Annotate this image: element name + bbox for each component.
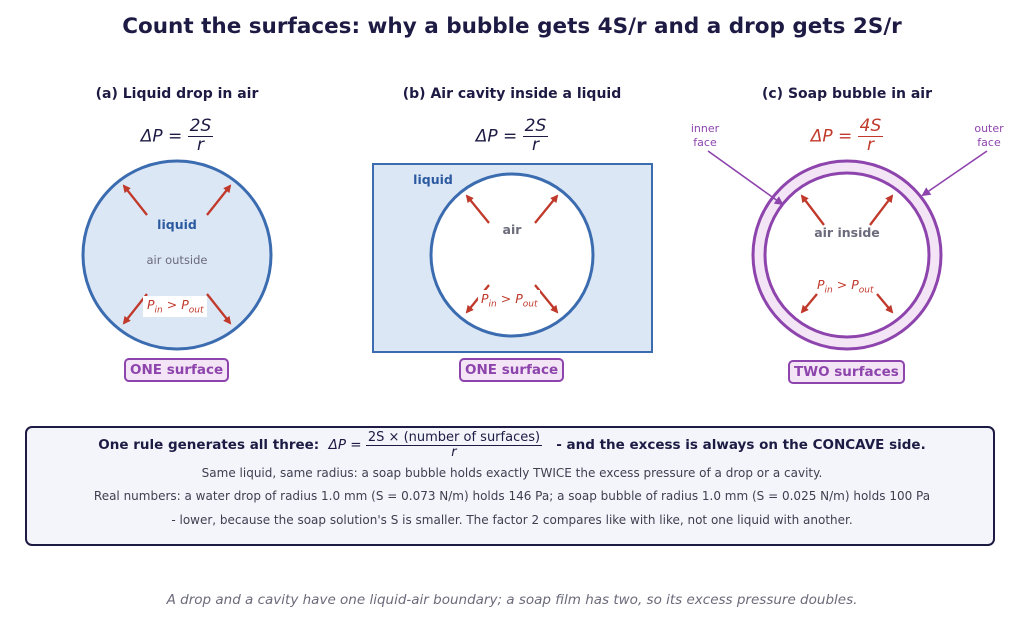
rule-box-line-1: Same liquid, same radius: a soap bubble … [201,466,823,480]
outer-face-label: outer face [959,122,1019,151]
drop-circle [81,159,273,351]
p-symbol: P [147,297,155,312]
panel-b-pressure-label: Pin > Pout [478,290,541,311]
p-symbol: P [481,291,489,306]
pressure-arrows-a [122,184,232,325]
p-in-subscript: in [824,285,833,296]
formula-lhs: ΔP = [810,126,858,147]
panel-c-formula: ΔP = 4S r [747,116,947,155]
panel-c-pressure-label: Pin > Pout [815,276,875,297]
rule-lead: One rule generates all three: [98,437,320,454]
inner-face-label: inner face [675,122,735,151]
face-pointer-arrows [707,150,988,206]
rule-box [25,426,995,546]
cavity-circle [429,172,595,338]
panel-a-title: (a) Liquid drop in air [95,86,259,102]
p-in-subscript: in [488,299,497,310]
panel-a-formula: ΔP = 2S r [77,116,277,155]
panel-c-badge: TWO surfaces [788,360,905,384]
panel-b-title: (b) Air cavity inside a liquid [402,86,622,102]
rule-box-line-2: Real numbers: a water drop of radius 1.0… [93,489,931,503]
formula-fraction: 2S r [187,116,214,155]
rule-formula-fraction: 2S × (number of surfaces) r [365,430,543,460]
panel-a-pressure-label: Pin > Pout [143,296,208,317]
bubble-inner-surface [763,171,931,339]
formula-denominator: r [531,134,539,155]
formula-fraction: 2S r [522,116,549,155]
outer-face-line1: outer [974,122,1004,135]
formula-numerator: 4S [857,116,884,137]
gt-symbol: > [832,277,852,292]
formula-denominator: r [866,134,874,155]
p-symbol: P [817,277,825,292]
pressure-arrows-c [800,194,894,314]
page-title: Count the surfaces: why a bubble gets 4S… [122,14,902,39]
panel-b-outer-label: liquid [413,172,453,187]
p-symbol: P [851,277,859,292]
p-symbol: P [181,297,189,312]
formula-denominator: r [196,134,204,155]
gt-symbol: > [162,297,182,312]
rule-line: One rule generates all three: ΔP = 2S × … [25,431,999,459]
panel-b-badge: ONE surface [459,358,565,382]
formula-fraction: 4S r [857,116,884,155]
rule-formula-numerator: 2S × (number of surfaces) [365,430,543,446]
p-in-subscript: in [154,305,163,316]
inner-face-line2: face [693,136,717,150]
p-out-subscript: out [858,285,874,296]
pressure-arrows-b [465,194,559,314]
rule-formula-denominator: r [451,444,457,460]
panel-a-outer-label: air outside [146,253,208,267]
panel-b-formula: ΔP = 2S r [412,116,612,155]
rule-tail: - and the excess is always on the CONCAV… [556,437,926,454]
formula-numerator: 2S [522,116,549,137]
panel-b-inner-label: air [502,222,522,237]
panel-c-inner-label: air inside [814,225,880,240]
p-symbol: P [515,291,523,306]
panel-c-title: (c) Soap bubble in air [761,86,932,102]
outer-face-line2: face [977,136,1001,150]
rule-box-line-3: - lower, because the soap solution's S i… [171,513,853,527]
footer-caption: A drop and a cavity have one liquid-air … [166,592,858,608]
inner-face-line1: inner [690,122,720,135]
panel-a-badge: ONE surface [124,358,230,382]
p-out-subscript: out [522,299,538,310]
formula-numerator: 2S [187,116,214,137]
formula-lhs: ΔP = [140,126,188,147]
p-out-subscript: out [188,305,204,316]
gt-symbol: > [496,291,516,306]
panel-a-inner-label: liquid [157,217,197,232]
formula-lhs: ΔP = [475,126,523,147]
rule-formula-lhs: ΔP = [328,437,366,454]
